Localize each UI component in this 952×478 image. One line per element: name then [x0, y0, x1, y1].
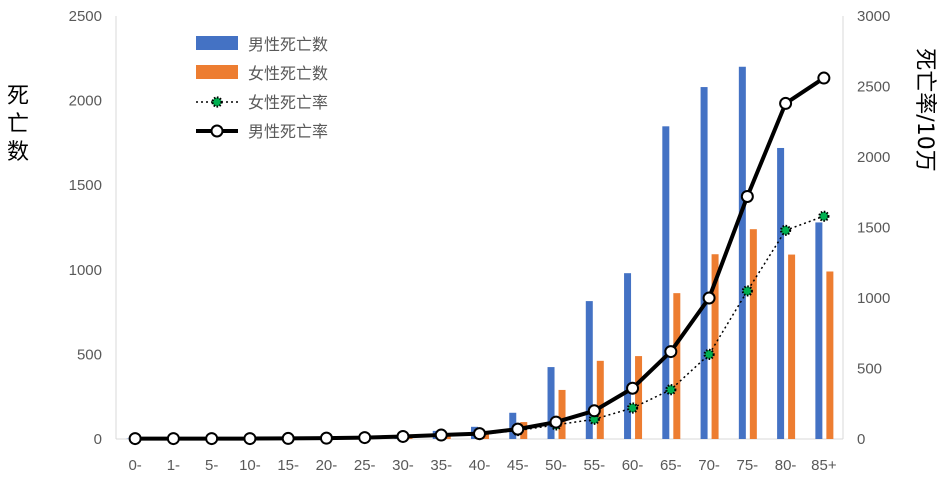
left-tick-label: 500 — [77, 346, 102, 363]
left-tick-label: 0 — [94, 431, 102, 448]
female-rate-line — [135, 215, 825, 440]
x-tick-label: 1- — [167, 457, 180, 474]
male-deaths-bar — [547, 367, 555, 439]
male-deaths-bar — [585, 301, 593, 439]
right-tick-label: 1000 — [857, 290, 890, 307]
right-tick-label: 2000 — [857, 149, 890, 166]
x-tick-label: 60- — [622, 457, 644, 474]
right-tick-label: 2500 — [857, 79, 890, 96]
male-rate-point — [243, 432, 257, 446]
male-rate-point — [473, 427, 486, 441]
male-rate-point — [549, 415, 563, 429]
female-deaths-bar — [635, 356, 643, 439]
female-rate-point — [818, 210, 830, 222]
female-deaths-bar — [673, 293, 681, 439]
left-tick-label: 2500 — [69, 8, 102, 25]
male-rate-point — [205, 432, 219, 446]
right-axis-title: 死亡率/10万 — [912, 48, 937, 171]
legend-label: 男性死亡率 — [248, 122, 328, 141]
female-deaths-bar — [826, 271, 834, 439]
x-tick-label: 50- — [545, 457, 567, 474]
right-tick-label: 0 — [857, 431, 865, 448]
male-rate-line — [135, 76, 825, 441]
right-tick-label: 500 — [857, 361, 882, 378]
x-tick-label: 30- — [392, 457, 414, 474]
female-deaths-bar — [596, 360, 604, 439]
female-deaths-bar — [711, 254, 719, 439]
male-rate-point — [626, 381, 640, 395]
x-tick-label: 75- — [736, 457, 758, 474]
female-deaths-bar — [749, 229, 757, 439]
lines — [128, 71, 831, 446]
x-tick-label: 70- — [698, 457, 720, 474]
x-tick-label: 5- — [205, 457, 218, 474]
left-tick-label: 2000 — [69, 93, 102, 110]
x-tick-label: 20- — [316, 457, 338, 474]
axis-titles: 死亡数 死亡率/10万 — [7, 48, 937, 171]
legend-swatch-bar — [196, 65, 238, 79]
male-deaths-bar — [777, 147, 785, 439]
left-axis-title-char: 数 — [7, 140, 29, 165]
legend-swatch-marker — [210, 124, 224, 138]
x-tick-label: 80- — [775, 457, 797, 474]
male-deaths-bar — [738, 66, 746, 439]
male-rate-point — [396, 429, 410, 443]
male-rate-point — [434, 428, 448, 442]
male-rate-point — [664, 345, 678, 359]
female-rate-point — [780, 224, 792, 236]
female-rate-point — [588, 413, 600, 425]
legend-swatch-bar — [196, 36, 238, 50]
male-rate-point — [511, 422, 525, 436]
legend-swatch-marker — [211, 96, 223, 108]
male-rate-point — [702, 291, 716, 305]
legend-label: 女性死亡数 — [248, 64, 328, 83]
male-deaths-bar — [815, 222, 823, 439]
male-rate-point — [319, 431, 333, 445]
male-rate-point — [587, 404, 601, 418]
female-deaths-bar — [558, 389, 566, 439]
x-tick-label: 15- — [277, 457, 299, 474]
female-rate-point — [665, 384, 677, 396]
male-rate-point — [358, 431, 372, 445]
male-deaths-bar — [662, 126, 670, 440]
male-rate-point — [281, 431, 295, 445]
male-rate-point — [817, 71, 831, 85]
male-rate-point — [740, 189, 754, 203]
male-rate-point — [166, 432, 180, 446]
female-rate-point — [703, 348, 715, 360]
axes: 0 500 1000 1500 2000 2500 0 500 1000 1500 2000 2500… — [69, 8, 891, 474]
legend-label: 男性死亡数 — [248, 35, 328, 54]
x-tick-label: 0- — [128, 457, 141, 474]
female-deaths-bar — [788, 254, 796, 439]
female-rate-point — [741, 285, 753, 297]
left-tick-label: 1000 — [69, 262, 102, 279]
x-tick-label: 35- — [430, 457, 452, 474]
male-deaths-bar — [624, 273, 632, 439]
left-tick-label: 1500 — [69, 177, 102, 194]
right-tick-label: 3000 — [857, 8, 890, 25]
male-deaths-bar — [700, 87, 708, 440]
x-tick-label: 25- — [354, 457, 376, 474]
legend-label: 女性死亡率 — [248, 93, 328, 112]
male-rate-point — [128, 432, 142, 446]
left-axis-title-char: 死 — [7, 84, 29, 109]
female-rate-point — [626, 402, 639, 414]
x-tick-label: 10- — [239, 457, 261, 474]
x-tick-label: 55- — [583, 457, 605, 474]
x-tick-label: 40- — [469, 457, 491, 474]
x-tick-label: 45- — [507, 457, 529, 474]
male-rate-point — [779, 96, 793, 110]
right-tick-label: 1500 — [857, 220, 890, 237]
left-axis-title-char: 亡 — [7, 112, 29, 137]
x-tick-label: 85+ — [811, 457, 837, 474]
x-tick-label: 65- — [660, 457, 682, 474]
